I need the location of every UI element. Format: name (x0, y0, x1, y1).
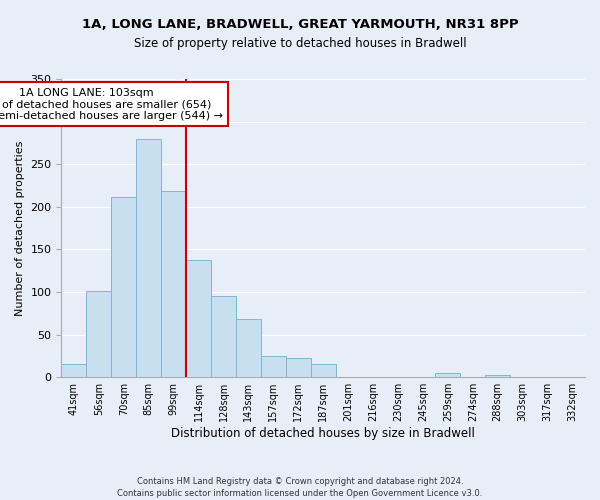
Bar (211, 296, 236, 377)
Bar (161, 190, 186, 377)
Bar (111, 198, 136, 377)
Bar (86, 291, 111, 377)
Bar (485, 374, 510, 377)
Bar (311, 364, 335, 377)
Text: Contains public sector information licensed under the Open Government Licence v3: Contains public sector information licen… (118, 489, 482, 498)
Bar (186, 260, 211, 377)
Bar (261, 356, 286, 377)
Text: Contains HM Land Registry data © Crown copyright and database right 2024.: Contains HM Land Registry data © Crown c… (137, 478, 463, 486)
Bar (436, 373, 460, 377)
Bar (61, 364, 86, 377)
Text: Size of property relative to detached houses in Bradwell: Size of property relative to detached ho… (134, 38, 466, 51)
X-axis label: Distribution of detached houses by size in Bradwell: Distribution of detached houses by size … (171, 427, 475, 440)
Bar (286, 358, 311, 377)
Bar (136, 140, 161, 377)
Y-axis label: Number of detached properties: Number of detached properties (15, 140, 25, 316)
Bar (236, 320, 261, 377)
Text: 1A LONG LANE: 103sqm
← 55% of detached houses are smaller (654)
45% of semi-deta: 1A LONG LANE: 103sqm ← 55% of detached h… (0, 88, 223, 120)
Text: 1A, LONG LANE, BRADWELL, GREAT YARMOUTH, NR31 8PP: 1A, LONG LANE, BRADWELL, GREAT YARMOUTH,… (82, 18, 518, 30)
